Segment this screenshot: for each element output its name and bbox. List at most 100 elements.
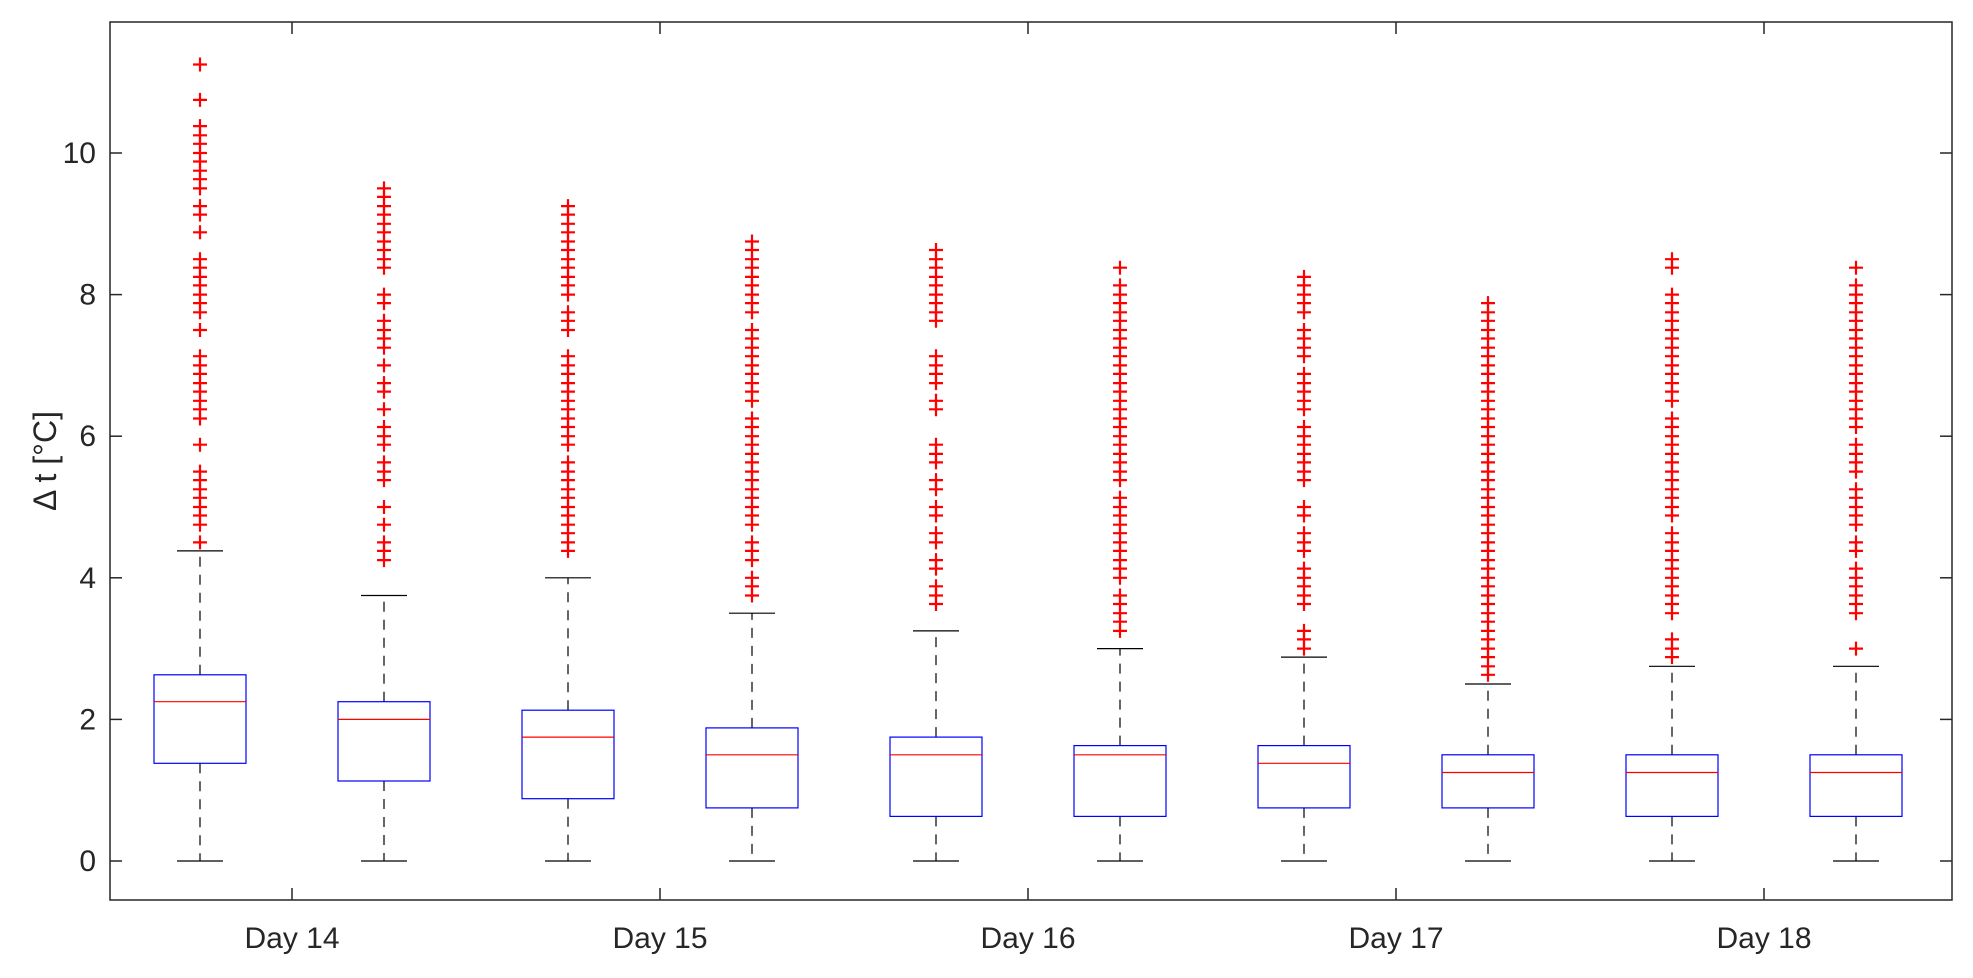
iqr-box xyxy=(705,727,799,809)
outlier-point xyxy=(929,349,943,364)
outlier-point xyxy=(193,437,207,452)
outlier-point xyxy=(1665,411,1679,426)
outlier-point xyxy=(745,323,759,337)
outlier-point xyxy=(193,464,207,479)
outlier-point xyxy=(1849,561,1863,576)
outlier-point xyxy=(193,199,207,214)
outlier-point xyxy=(1849,260,1863,275)
outlier-point xyxy=(377,376,391,391)
outlier-point xyxy=(377,402,391,417)
outlier-point xyxy=(561,349,575,364)
outlier-point xyxy=(1297,366,1311,381)
outlier-point xyxy=(377,358,391,373)
iqr-box xyxy=(521,709,615,800)
outlier-point xyxy=(1297,269,1311,284)
box-8 xyxy=(1441,296,1535,862)
y-tick-label: 6 xyxy=(79,420,96,453)
box-3 xyxy=(521,199,615,862)
outlier-point xyxy=(193,225,207,240)
box-9 xyxy=(1625,252,1719,862)
outlier-point xyxy=(193,323,207,337)
x-tick-label: Day 16 xyxy=(980,922,1075,955)
y-tick-label: 2 xyxy=(79,703,96,736)
box-7 xyxy=(1257,269,1351,862)
outlier-point xyxy=(1113,278,1127,293)
outlier-point xyxy=(1297,623,1311,638)
outlier-point xyxy=(193,92,207,107)
iqr-box xyxy=(1809,754,1903,817)
iqr-box xyxy=(1441,754,1535,809)
outlier-point xyxy=(1665,287,1679,302)
outlier-point xyxy=(1849,437,1863,452)
outlier-point xyxy=(1849,535,1863,550)
box-6 xyxy=(1073,260,1167,862)
outlier-point xyxy=(1297,419,1311,434)
outlier-point xyxy=(193,57,207,72)
boxes-layer xyxy=(153,57,1903,862)
outlier-point xyxy=(1297,526,1311,541)
outlier-point xyxy=(745,234,759,249)
outlier-point xyxy=(1665,632,1679,647)
box-1 xyxy=(153,57,247,862)
outlier-point xyxy=(193,349,207,364)
outlier-point xyxy=(193,119,207,134)
outlier-point xyxy=(193,535,207,550)
box-2 xyxy=(337,181,431,862)
outlier-point xyxy=(1113,588,1127,603)
outlier-point xyxy=(1297,323,1311,337)
y-tick-label: 4 xyxy=(79,562,96,595)
outlier-point xyxy=(1297,561,1311,576)
outlier-point xyxy=(1113,260,1127,275)
outlier-point xyxy=(193,252,207,267)
outlier-point xyxy=(561,455,575,470)
iqr-box xyxy=(1625,754,1719,817)
outlier-point xyxy=(377,535,391,550)
iqr-box xyxy=(1257,744,1351,809)
outlier-point xyxy=(1665,252,1679,267)
box-10 xyxy=(1809,260,1903,862)
iqr-box xyxy=(337,701,431,782)
plot-area xyxy=(110,22,1952,900)
outlier-point xyxy=(745,535,759,550)
iqr-box xyxy=(1073,744,1167,817)
outlier-point xyxy=(1849,278,1863,293)
x-tick-label: Day 17 xyxy=(1348,922,1443,955)
outlier-point xyxy=(377,287,391,302)
iqr-box xyxy=(889,736,983,817)
outlier-point xyxy=(377,455,391,470)
iqr-box xyxy=(153,674,247,764)
x-tick-label: Day 15 xyxy=(612,922,707,955)
outlier-point xyxy=(1849,641,1863,656)
y-tick-label: 10 xyxy=(63,137,96,170)
outlier-point xyxy=(1113,490,1127,505)
outlier-point xyxy=(561,199,575,214)
box-4 xyxy=(705,234,799,862)
outlier-point xyxy=(377,517,391,532)
axes-layer: 0 2 4 6 8 10 Day 14 Day 15 Day 16 Day 17 Day 18 xyxy=(63,21,1953,955)
outlier-point xyxy=(377,313,391,328)
x-tick-label: Day 14 xyxy=(244,922,339,955)
outlier-point xyxy=(1665,526,1679,541)
outlier-point xyxy=(929,393,943,408)
y-tick-label: 0 xyxy=(79,845,96,878)
x-tick-label: Day 18 xyxy=(1716,922,1811,955)
y-axis-title: Δ t [°C] xyxy=(27,411,63,511)
outlier-point xyxy=(929,553,943,568)
y-tick-label: 8 xyxy=(79,279,96,312)
box-5 xyxy=(889,242,983,862)
outlier-point xyxy=(377,500,391,514)
outlier-point xyxy=(1481,296,1495,311)
outlier-point xyxy=(929,500,943,514)
axes-frame xyxy=(109,21,1953,901)
outlier-point xyxy=(929,473,943,488)
outlier-point xyxy=(745,411,759,426)
outlier-point xyxy=(929,242,943,257)
outlier-point xyxy=(929,526,943,541)
outlier-point xyxy=(1297,500,1311,514)
outlier-point xyxy=(1849,482,1863,497)
outlier-point xyxy=(745,570,759,585)
outlier-point xyxy=(377,419,391,434)
outlier-point xyxy=(929,437,943,452)
outlier-point xyxy=(929,579,943,594)
